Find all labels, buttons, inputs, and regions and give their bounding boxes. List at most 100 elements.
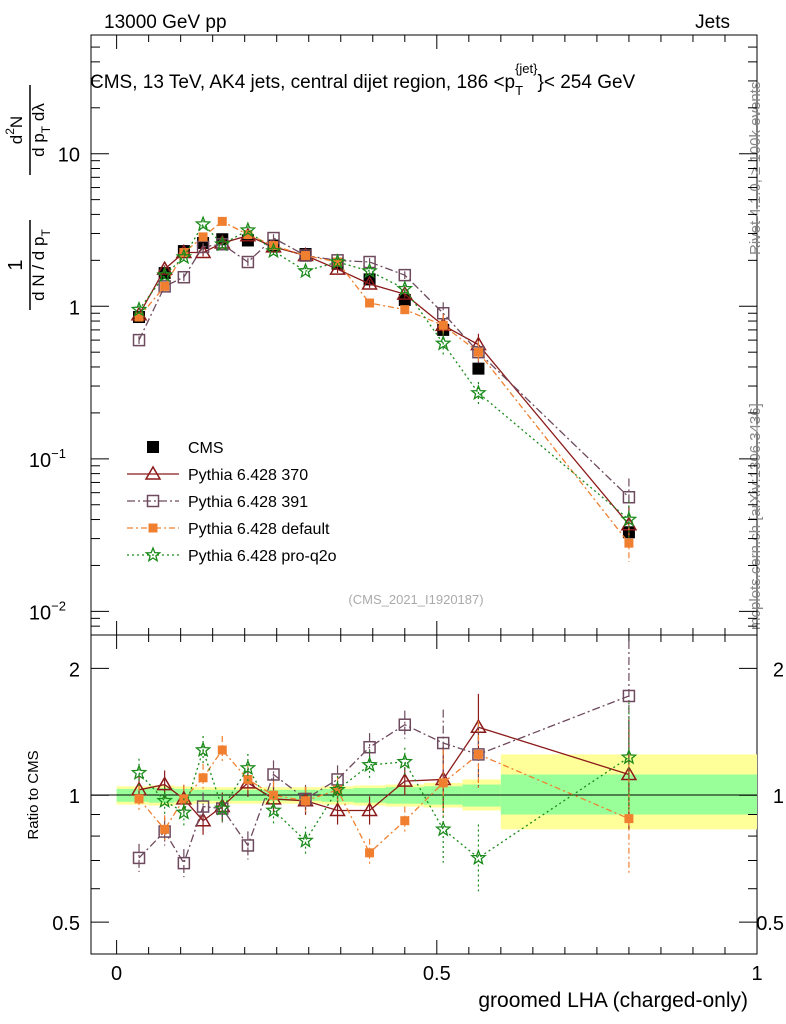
data-point xyxy=(400,305,410,315)
ratio-series-pythia-6-428-391 xyxy=(132,641,636,878)
data-point xyxy=(217,216,227,226)
series-cms xyxy=(133,233,635,539)
main-panel-series xyxy=(130,215,638,563)
axis-tick-labels: 0 0.5 1 10−2 10−1 1 10 0.5 0.5 1 1 2 2 xyxy=(29,145,784,985)
series-line xyxy=(138,223,630,521)
data-point xyxy=(622,490,636,504)
data-point xyxy=(400,816,410,826)
legend-label: Pythia 6.428 391 xyxy=(188,494,308,511)
data-point xyxy=(333,257,343,267)
svg-text:d pT dλ: d pT dλ xyxy=(29,103,53,157)
data-point xyxy=(267,768,280,781)
data-point xyxy=(620,510,638,527)
legend-entry: Pythia 6.428 370 xyxy=(127,465,308,484)
legend-label: CMS xyxy=(188,440,224,457)
data-point xyxy=(472,362,485,375)
legend: CMS Pythia 6.428 370 Pythia 6.428 391 Pythi… xyxy=(127,440,337,565)
energy-label: 13000 GeV pp xyxy=(104,12,227,33)
ratio-y-tick-label: 0.5 xyxy=(52,913,80,935)
data-point xyxy=(301,251,311,261)
legend-entry: Pythia 6.428 pro-q2o xyxy=(127,546,337,565)
plot-title: CMS, 13 TeV, AK4 jets, central dijet reg… xyxy=(90,61,636,98)
data-point xyxy=(239,759,257,776)
data-point xyxy=(438,778,448,788)
data-point xyxy=(436,736,450,750)
data-point xyxy=(175,248,193,265)
data-point xyxy=(134,312,144,322)
plot-title-sub: T xyxy=(515,83,523,98)
ratio-panel-series xyxy=(130,641,638,892)
data-point xyxy=(396,280,414,296)
series-line xyxy=(138,747,630,859)
data-point xyxy=(624,814,634,824)
plot-title-tail: }< 254 GeV xyxy=(538,72,636,93)
data-point xyxy=(175,803,193,820)
main-y-tick-label: 10−1 xyxy=(29,446,66,472)
legend-marker xyxy=(147,441,159,453)
data-point xyxy=(329,802,346,817)
svg-text:d2N: d2N xyxy=(3,116,26,144)
data-point xyxy=(132,333,146,347)
data-point xyxy=(241,255,255,269)
data-point xyxy=(396,753,414,769)
data-point xyxy=(160,824,170,834)
data-point xyxy=(365,848,375,858)
data-point xyxy=(438,320,448,330)
x-tick-label: 0 xyxy=(111,963,122,985)
series-line xyxy=(138,237,630,498)
data-point xyxy=(265,242,282,259)
data-point xyxy=(239,221,257,238)
data-point xyxy=(198,773,208,783)
x-tick-label: 0.5 xyxy=(423,963,451,985)
data-point xyxy=(198,232,208,242)
data-point xyxy=(156,266,173,283)
legend-marker xyxy=(148,523,158,533)
data-point xyxy=(213,235,231,252)
ratio-y-tick-label-right: 1 xyxy=(773,786,784,808)
data-point xyxy=(213,799,231,816)
data-point xyxy=(624,538,634,548)
data-point xyxy=(265,801,282,818)
category-label: Jets xyxy=(695,12,730,33)
data-point xyxy=(620,748,638,765)
data-point xyxy=(196,240,210,254)
data-point xyxy=(473,347,483,357)
data-point xyxy=(301,796,311,806)
series-line xyxy=(138,220,630,544)
plot-title-sup: {jet} xyxy=(515,61,538,76)
series-line xyxy=(138,695,630,865)
legend-label: Pythia 6.428 default xyxy=(188,521,330,538)
data-point xyxy=(329,260,346,275)
main-y-tick-label: 10−2 xyxy=(29,598,66,624)
ratio-y-axis-label: Ratio to CMS xyxy=(25,750,42,839)
band-inner-12 xyxy=(462,784,501,807)
x-tick-label: 1 xyxy=(751,963,762,985)
data-point xyxy=(196,800,210,813)
ratio-uncertainty-bands xyxy=(116,754,757,830)
data-point xyxy=(470,849,487,866)
series-pythia-6-428-pro-q2o xyxy=(130,215,638,539)
legend-marker xyxy=(146,494,160,508)
legend-label: Pythia 6.428 370 xyxy=(188,467,308,484)
data-point xyxy=(333,785,343,795)
data-point xyxy=(156,776,173,791)
data-point xyxy=(297,831,314,848)
data-point xyxy=(473,749,483,759)
data-point xyxy=(160,281,170,291)
source-label: mcplots.cern.ch [arXiv:1306.3436] xyxy=(747,403,764,630)
svg-text:d N / d pT: d N / d pT xyxy=(29,229,53,301)
data-point xyxy=(434,334,452,351)
main-y-axis-label: 1 d N / d pT d2N d pT dλ xyxy=(3,85,53,310)
ratio-series-pythia-6-428-pro-q2o xyxy=(130,702,638,892)
svg-text:1: 1 xyxy=(5,259,27,270)
legend-marker xyxy=(144,546,162,563)
ratio-y-tick-label: 1 xyxy=(69,786,80,808)
data-point xyxy=(297,262,314,279)
ratio-y-tick-label: 2 xyxy=(69,659,80,681)
legend-entry: CMS xyxy=(147,440,224,457)
data-point xyxy=(361,275,378,290)
data-point xyxy=(396,772,414,787)
data-point xyxy=(130,300,148,317)
data-point xyxy=(361,756,378,773)
